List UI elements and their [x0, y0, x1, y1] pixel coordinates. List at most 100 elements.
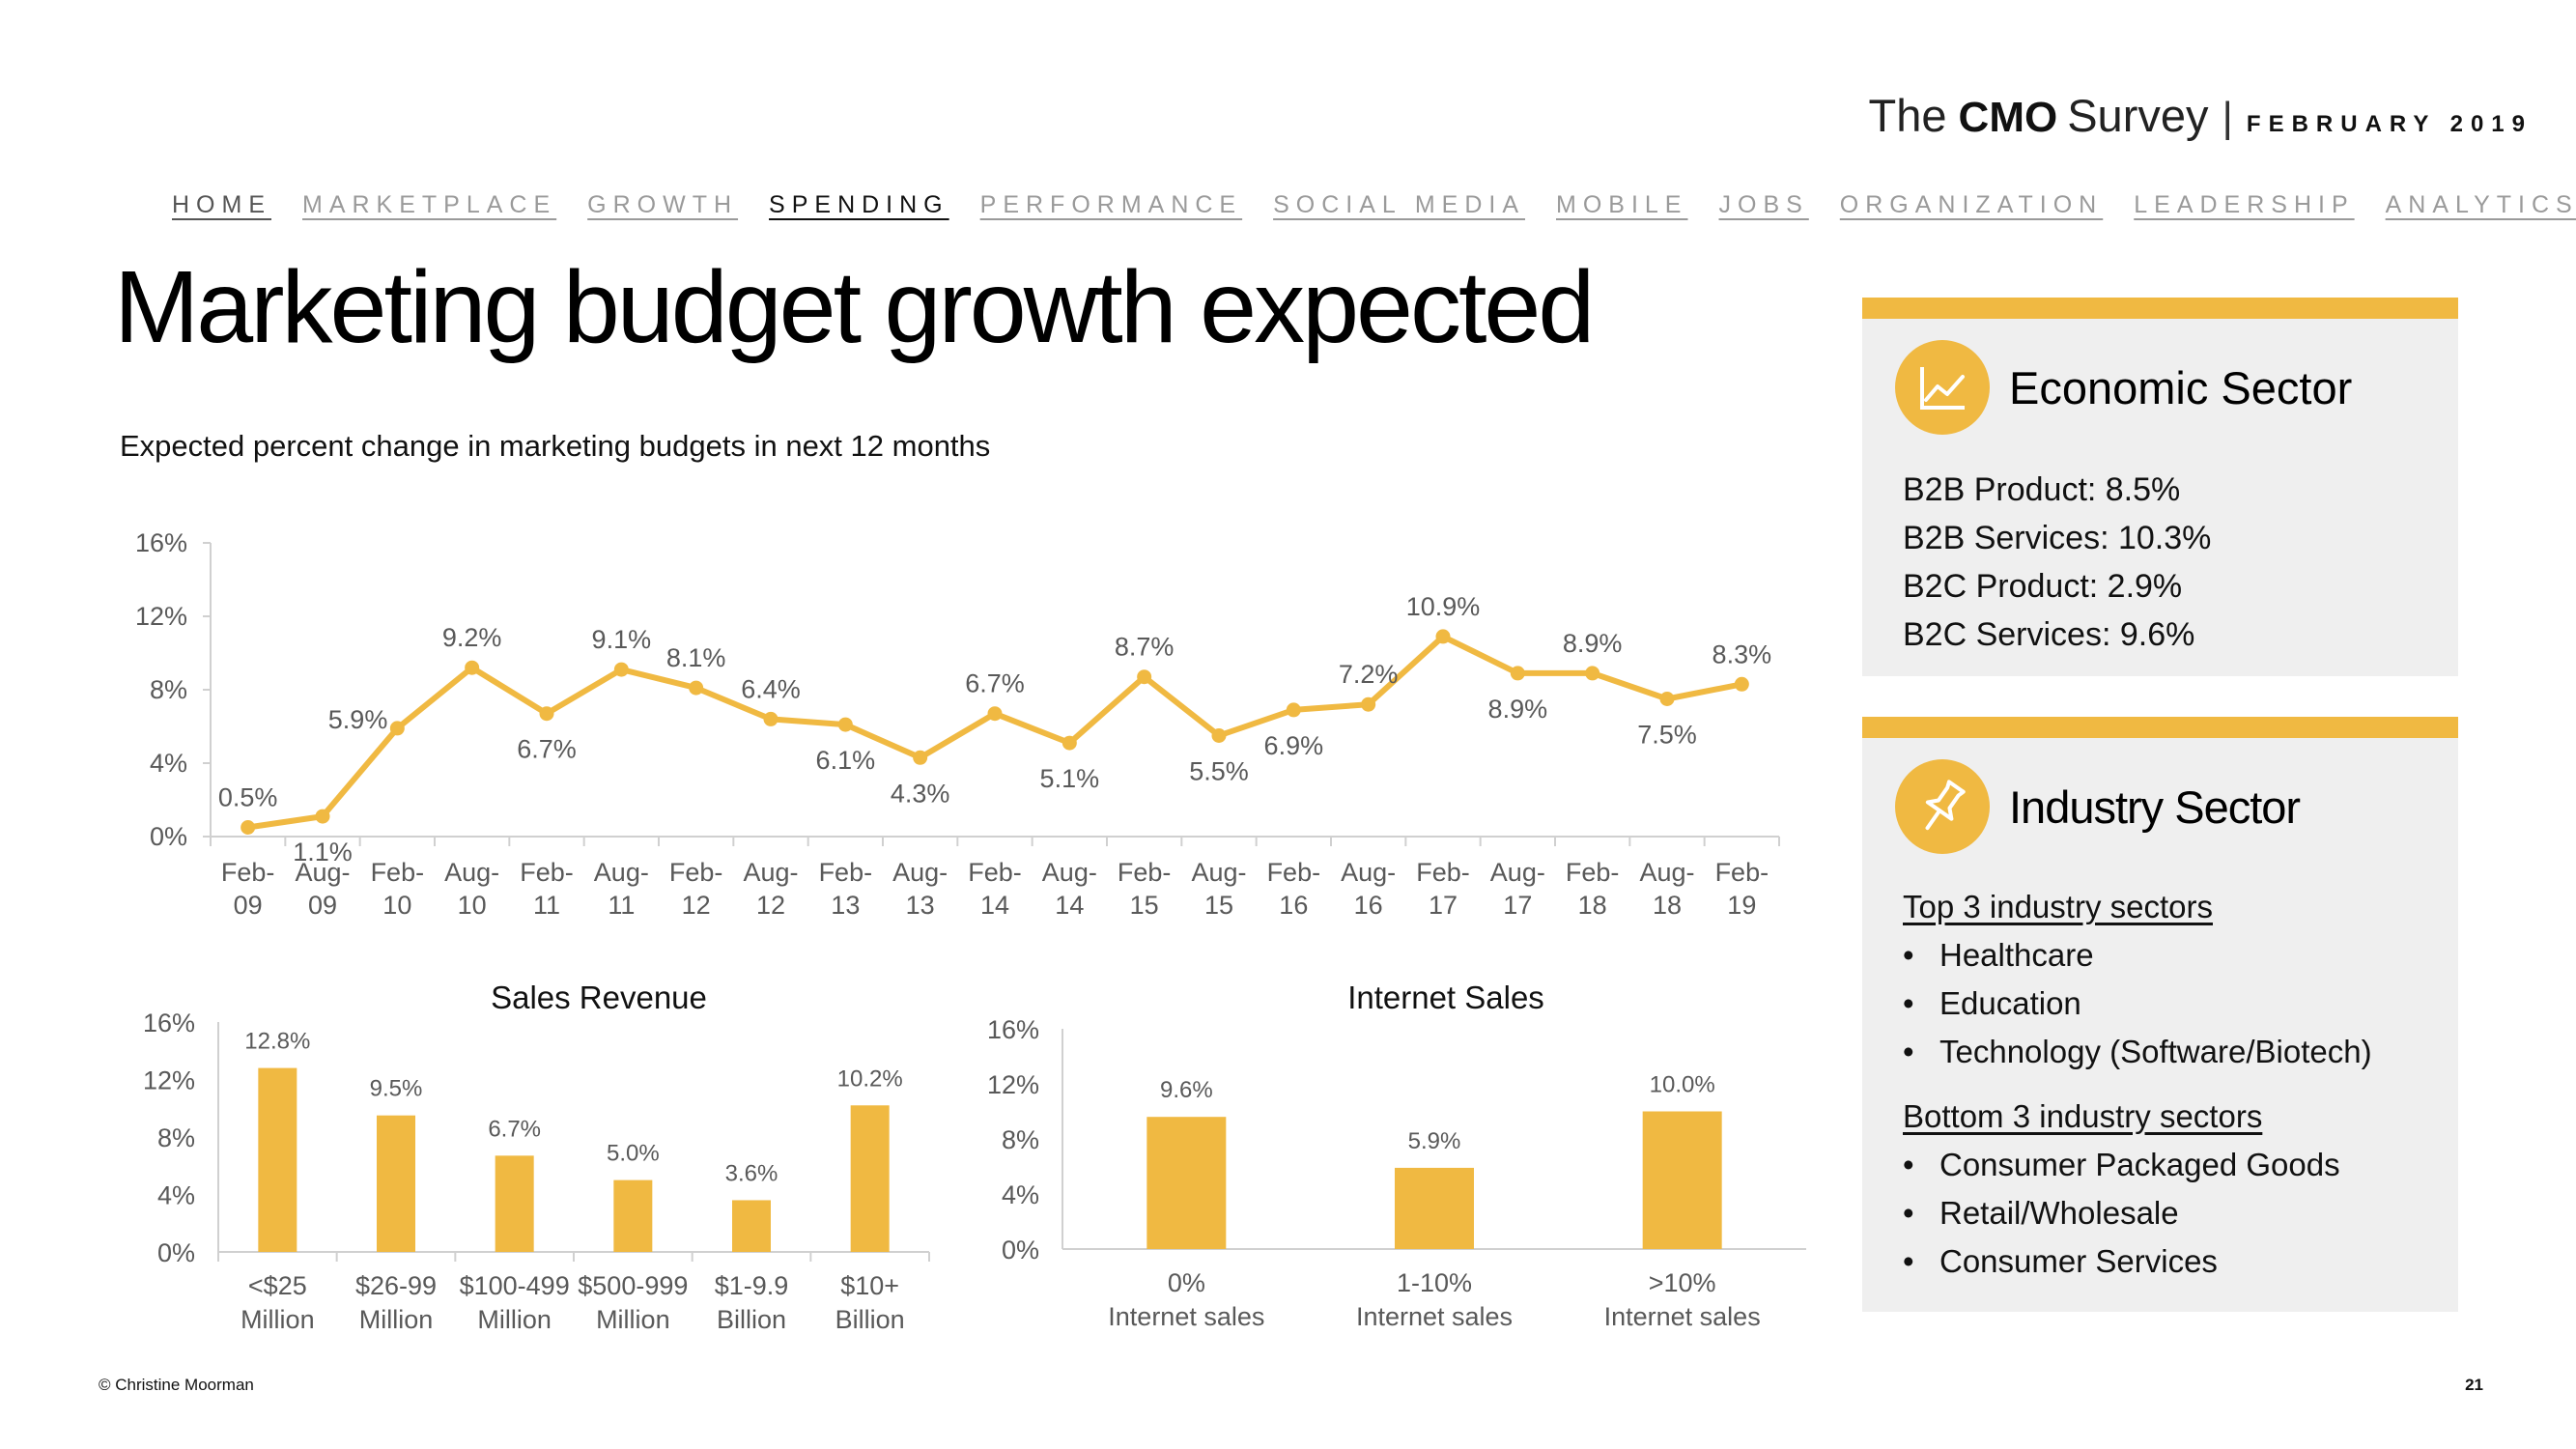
x-tick-label: Feb- [1566, 858, 1620, 887]
data-label: 5.5% [1189, 757, 1249, 786]
x-tick-label: 09 [308, 891, 337, 920]
industry-sector-panel: Industry Sector Top 3 industry sectors •… [1862, 717, 2458, 1312]
data-label: 10.2% [837, 1065, 903, 1092]
x-tick-label: Feb- [1416, 858, 1470, 887]
data-point [1137, 669, 1152, 685]
x-tick-label: 1-10% [1397, 1268, 1472, 1297]
bar [613, 1179, 653, 1252]
nav-performance[interactable]: PERFORMANCE [979, 191, 1243, 218]
x-tick-label: 11 [608, 891, 635, 920]
x-tick-label: <$25 [248, 1271, 307, 1300]
nav-mobile[interactable]: MOBILE [1556, 191, 1688, 218]
data-label: 6.7% [517, 735, 577, 764]
y-tick-label: 16% [143, 1009, 195, 1037]
budget-line-chart: 0% 4% 8% 12% 16% Feb- 09 Aug- 09 Feb- 10 Aug- 10 Feb-… [135, 528, 1780, 920]
list-item: • Education [1903, 985, 2081, 1021]
x-tick-label: 18 [1578, 891, 1607, 920]
data-point [1510, 666, 1525, 681]
bar [1395, 1167, 1474, 1249]
data-label: 5.9% [328, 705, 388, 734]
data-label: 1.1% [293, 838, 353, 867]
data-point [913, 750, 928, 765]
x-tick-label: 09 [234, 891, 263, 920]
data-point [539, 706, 554, 722]
x-tick-label: 0% [1168, 1268, 1205, 1297]
internet-sales-chart: Internet Sales 0% 4% 8% 12% 16% 9.6% 0% Internet… [987, 980, 1806, 1331]
brand-survey: Survey [2067, 90, 2209, 141]
x-tick-label: 14 [1055, 891, 1084, 920]
data-label: 8.7% [1115, 633, 1175, 662]
page-number: 21 [2465, 1376, 2483, 1394]
data-label: 7.2% [1339, 660, 1399, 689]
x-tick-label: $500-999 [578, 1271, 688, 1300]
data-point [1062, 735, 1077, 751]
x-tick-label: Billion [835, 1305, 905, 1334]
data-point [837, 717, 853, 732]
x-tick-label: Internet sales [1356, 1302, 1513, 1331]
bar [495, 1155, 534, 1252]
data-label: 6.1% [816, 746, 876, 775]
nav-spending[interactable]: SPENDING [769, 191, 949, 218]
bar [1146, 1117, 1227, 1249]
data-point [315, 809, 330, 824]
x-tick-label: $1-9.9 [715, 1271, 789, 1300]
x-tick-label: $26-99 [355, 1271, 437, 1300]
data-label: 6.9% [1264, 731, 1324, 760]
y-tick-label: 4% [1002, 1180, 1039, 1209]
data-point [241, 820, 256, 835]
y-tick-label: 16% [135, 528, 187, 557]
bar [1642, 1111, 1722, 1249]
x-tick-label: 17 [1429, 891, 1458, 920]
nav-social-media[interactable]: SOCIAL MEDIA [1273, 191, 1526, 218]
y-tick-label: 12% [135, 602, 187, 631]
x-tick-label: Internet sales [1108, 1302, 1264, 1331]
data-label: 4.3% [891, 779, 950, 808]
chart-title: Sales Revenue [491, 980, 707, 1015]
x-tick-label: 16 [1279, 891, 1308, 920]
y-tick-label: 8% [150, 675, 187, 704]
nav-organization[interactable]: ORGANIZATION [1839, 191, 2104, 218]
data-label: 7.5% [1637, 721, 1697, 750]
x-tick-label: >10% [1649, 1268, 1716, 1297]
economic-line: B2C Product: 2.9% [1903, 568, 2183, 605]
nav-analytics[interactable]: ANALYTICS [2385, 191, 2576, 218]
top-nav: HOME MARKETPLACE GROWTH SPENDING PERFORM… [172, 191, 2576, 219]
x-tick-label: 13 [906, 891, 935, 920]
y-tick-label: 12% [987, 1070, 1039, 1099]
data-point [613, 662, 629, 677]
y-tick-label: 8% [157, 1123, 195, 1152]
x-tick-label: Aug- [1191, 858, 1246, 887]
x-tick-label: Feb- [371, 858, 425, 887]
nav-home[interactable]: HOME [172, 191, 271, 218]
list-item: • Healthcare [1903, 937, 2094, 973]
data-label: 5.9% [1408, 1128, 1461, 1154]
nav-growth[interactable]: GROWTH [587, 191, 739, 218]
nav-jobs[interactable]: JOBS [1718, 191, 1809, 218]
x-tick-label: Billion [717, 1305, 786, 1334]
x-tick-label: 11 [533, 891, 560, 920]
x-tick-label: Aug- [295, 858, 350, 887]
bottom-sectors-heading: Bottom 3 industry sectors [1903, 1098, 2263, 1134]
data-label: 0.5% [218, 783, 278, 812]
data-point [689, 680, 704, 696]
page-title: Marketing budget growth expected [114, 250, 1595, 364]
x-tick-label: Feb- [1118, 858, 1172, 887]
chart-title: Internet Sales [1347, 980, 1544, 1015]
x-tick-label: Million [596, 1305, 670, 1334]
data-point [987, 706, 1003, 722]
data-label: 10.9% [1406, 592, 1481, 621]
x-tick-label: Feb- [1715, 858, 1769, 887]
x-tick-label: Aug- [1341, 858, 1396, 887]
x-tick-label: 18 [1653, 891, 1682, 920]
nav-marketplace[interactable]: MARKETPLACE [302, 191, 557, 218]
data-label: 8.9% [1488, 695, 1548, 724]
y-tick-label: 12% [143, 1066, 195, 1095]
x-tick-label: 19 [1727, 891, 1756, 920]
x-tick-label: Aug- [743, 858, 798, 887]
brand-logo: The CMO Survey | FEBRUARY 2019 [1869, 89, 2533, 142]
x-tick-label: $10+ [840, 1271, 899, 1300]
data-point [1435, 629, 1451, 644]
nav-leadership[interactable]: LEADERSHIP [2134, 191, 2355, 218]
data-label: 6.4% [741, 674, 801, 703]
x-tick-label: Aug- [892, 858, 948, 887]
